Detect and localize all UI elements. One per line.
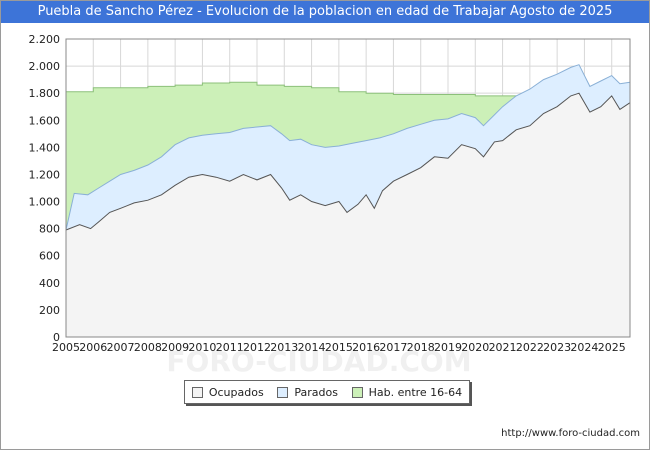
y-tick-label: 200 bbox=[39, 304, 60, 317]
y-tick-label: 1.000 bbox=[29, 196, 61, 209]
x-tick-label: 2014 bbox=[298, 341, 326, 354]
y-tick-label: 800 bbox=[39, 223, 60, 236]
legend-label-parados: Parados bbox=[294, 385, 338, 399]
y-tick-label: 2.200 bbox=[29, 33, 61, 46]
chart-title: Puebla de Sancho Pérez - Evolucion de la… bbox=[1, 1, 649, 23]
legend-label-ocupados: Ocupados bbox=[208, 385, 264, 399]
x-tick-label: 2024 bbox=[570, 341, 598, 354]
x-tick-label: 2023 bbox=[543, 341, 571, 354]
source-url: http://www.foro-ciudad.com bbox=[501, 428, 640, 439]
x-tick-label: 2006 bbox=[79, 341, 107, 354]
y-tick-label: 600 bbox=[39, 250, 60, 263]
x-tick-label: 2017 bbox=[379, 341, 407, 354]
y-tick-label: 1.800 bbox=[29, 87, 61, 100]
x-tick-label: 2011 bbox=[216, 341, 244, 354]
legend: Ocupados Parados Hab. entre 16-64 bbox=[184, 380, 470, 404]
x-tick-label: 2021 bbox=[489, 341, 517, 354]
x-tick-label: 2019 bbox=[434, 341, 462, 354]
y-tick-label: 1.600 bbox=[29, 114, 61, 127]
legend-item-ocupados: Ocupados bbox=[191, 385, 264, 399]
watermark: FORO-CIUDAD.COM bbox=[166, 345, 471, 378]
x-tick-label: 2013 bbox=[270, 341, 298, 354]
x-tick-label: 2022 bbox=[516, 341, 544, 354]
legend-swatch-habitantes bbox=[351, 386, 363, 398]
x-tick-label: 2005 bbox=[52, 341, 80, 354]
y-tick-label: 1.200 bbox=[29, 168, 61, 181]
x-tick-label: 2008 bbox=[134, 341, 162, 354]
area-ocupados bbox=[66, 93, 630, 337]
x-tick-label: 2025 bbox=[598, 341, 626, 354]
line-parados bbox=[65, 64, 631, 231]
x-tick-label: 2015 bbox=[325, 341, 353, 354]
x-tick-label: 2007 bbox=[107, 341, 135, 354]
plot-border bbox=[65, 38, 631, 338]
x-tick-label: 2016 bbox=[352, 341, 380, 354]
legend-label-habitantes: Hab. entre 16-64 bbox=[368, 385, 463, 399]
legend-item-habitantes: Hab. entre 16-64 bbox=[351, 385, 463, 399]
x-tick-label: 2010 bbox=[188, 341, 216, 354]
y-tick-label: 2.000 bbox=[29, 60, 61, 73]
legend-item-parados: Parados bbox=[277, 386, 338, 399]
x-tick-label: 2020 bbox=[461, 341, 489, 354]
y-tick-label: 400 bbox=[39, 277, 60, 290]
x-tick-label: 2012 bbox=[243, 341, 271, 354]
x-tick-label: 2018 bbox=[407, 341, 435, 354]
line-ocupados bbox=[65, 92, 631, 231]
y-tick-label: 1.400 bbox=[29, 141, 61, 154]
axis-ticks: 0 200 400 600 800 1.000 1.200 1.400 1.600 1.800 2.… bbox=[29, 33, 631, 354]
series-areas bbox=[65, 64, 631, 337]
y-tick-label: 0 bbox=[53, 331, 60, 344]
legend-swatch-parados bbox=[277, 386, 289, 398]
x-tick-label: 2009 bbox=[161, 341, 189, 354]
legend-swatch-ocupados bbox=[191, 386, 203, 398]
